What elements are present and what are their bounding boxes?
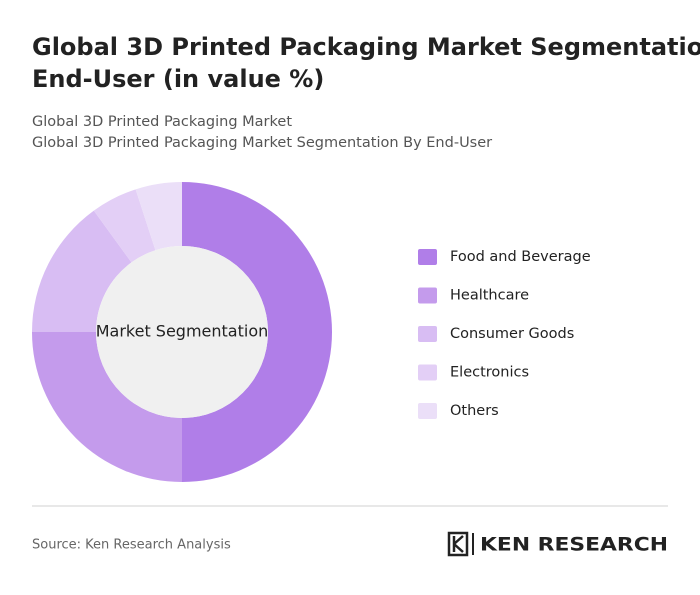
- legend-swatch: [418, 403, 437, 419]
- source: Source: Ken Research Analysis: [32, 538, 231, 553]
- donut: Market Segmentation: [32, 182, 332, 482]
- legend: Food and Beverage Healthcare Consumer Good…: [418, 249, 591, 419]
- logo: KEN RESEARCH: [447, 531, 668, 557]
- donut-slice: [32, 332, 182, 482]
- logo-icon: [452, 535, 464, 553]
- legend-label: Food and Beverage: [450, 249, 591, 265]
- donut-slice: [182, 182, 332, 482]
- legend-swatch: [418, 249, 437, 265]
- donut-hole: [96, 246, 268, 418]
- logo-icon: [447, 531, 469, 557]
- chart-title: Global 3D Printed Packaging Market Segme…: [32, 33, 700, 93]
- logo-text: KEN RESEARCH: [480, 534, 668, 556]
- donut-slice: [93, 189, 156, 263]
- legend-label: Others: [450, 403, 499, 419]
- chart-subtitle: Global 3D Printed Packaging Market: [32, 114, 292, 130]
- legend-swatch: [418, 326, 437, 342]
- legend-swatch: [418, 287, 437, 304]
- legend-label: Consumer Goods: [450, 326, 574, 342]
- donut-slice: [32, 210, 132, 332]
- donut-slice: [135, 182, 182, 251]
- legend-label: Electronics: [450, 365, 529, 381]
- legend-label: Healthcare: [450, 288, 529, 304]
- legend-swatch: [418, 364, 437, 381]
- titles: Global 3D Printed Packaging Market Segme…: [32, 33, 700, 151]
- center-label: Market Segmentation: [96, 322, 269, 341]
- chart-subtitle: Global 3D Printed Packaging Market Segme…: [32, 135, 492, 151]
